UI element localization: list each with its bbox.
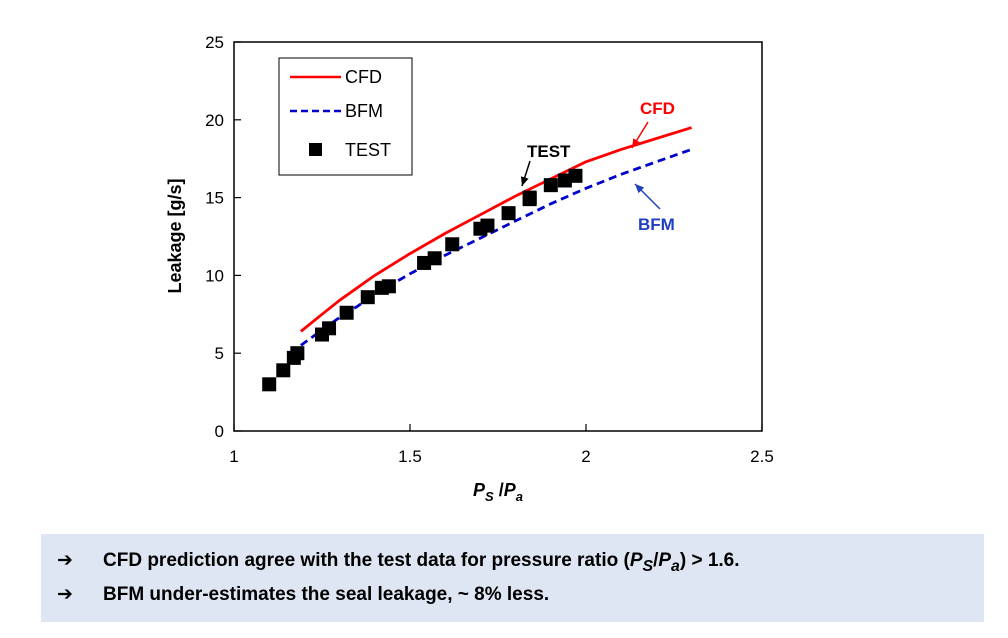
x-tick-label: 1 (229, 447, 238, 466)
test-point (276, 363, 291, 378)
ratio-p-s: PS (629, 550, 654, 575)
conclusion-1-text-before: CFD prediction agree with the test data … (103, 550, 630, 571)
x-tick-label: 2.5 (750, 447, 774, 466)
plot-frame (233, 41, 763, 432)
test-point (360, 290, 375, 305)
test-point (568, 168, 583, 183)
conclusion-1-text-after: ) > 1.6. (679, 550, 740, 571)
annotation-test: TEST (527, 142, 571, 161)
test-point (480, 218, 495, 233)
annotation-bfm: BFM (638, 215, 675, 234)
legend: CFD BFM TEST (278, 57, 413, 176)
conclusion-box: ➔ CFD prediction agree with the test data… (41, 534, 984, 622)
annotation-cfd: CFD (640, 99, 675, 118)
y-tick-label: 5 (215, 344, 224, 363)
test-point (290, 346, 305, 361)
x-tick-labels: 1 1.5 2 2.5 (229, 447, 774, 466)
test-point (322, 321, 337, 336)
x-axis-title: PS /Pa (473, 480, 523, 504)
series-test-markers (262, 168, 583, 392)
x-tick-label: 2 (581, 447, 590, 466)
annotation-bfm-arrow (634, 183, 661, 210)
x-title-sub1: S (485, 489, 494, 504)
x-title-p2: P (504, 480, 517, 500)
y-tick-label: 10 (205, 266, 224, 285)
y-tick-label: 20 (205, 111, 224, 130)
x-title-slash: / (494, 480, 504, 500)
y-tick-labels: 0 5 10 15 20 25 (205, 33, 224, 441)
test-point (557, 173, 572, 188)
test-point (522, 190, 537, 205)
test-point (445, 237, 460, 252)
x-title-p1: P (473, 480, 486, 500)
ratio-p-a: Pa (658, 550, 680, 575)
x-title-sub2: a (516, 489, 523, 504)
test-point (262, 377, 277, 392)
test-point (417, 255, 432, 270)
test-point (339, 305, 354, 320)
axis-ticks (233, 41, 763, 432)
arrow-right-icon: ➔ (57, 550, 73, 571)
x-tick-label: 1.5 (398, 447, 422, 466)
legend-swatch-test (309, 143, 322, 156)
series-layer (262, 126, 693, 392)
series-cfd-line (300, 126, 693, 333)
legend-label-bfm: BFM (345, 101, 383, 121)
legend-label-cfd: CFD (345, 67, 382, 87)
conclusion-line-1: ➔ CFD prediction agree with the test data… (57, 544, 984, 578)
conclusion-2-text: BFM under-estimates the seal leakage, ~ … (103, 584, 550, 605)
series-bfm-line (300, 148, 693, 347)
arrow-right-icon: ➔ (57, 584, 73, 605)
test-point (501, 206, 516, 221)
ratio-slash: / (653, 550, 659, 571)
y-tick-label: 15 (205, 189, 224, 208)
annotation-cfd-arrow (631, 121, 649, 149)
annotation-test-arrow (520, 160, 531, 187)
y-axis-title: Leakage [g/s] (165, 178, 185, 293)
annotations: CFD TEST BFM (520, 99, 675, 234)
test-point (427, 251, 442, 266)
test-point (381, 279, 396, 294)
y-tick-label: 25 (205, 33, 224, 52)
test-point (543, 178, 558, 193)
conclusion-line-2: ➔ BFM under-estimates the seal leakage, ~… (57, 578, 984, 612)
legend-label-test: TEST (345, 140, 391, 160)
y-tick-label: 0 (215, 422, 224, 441)
